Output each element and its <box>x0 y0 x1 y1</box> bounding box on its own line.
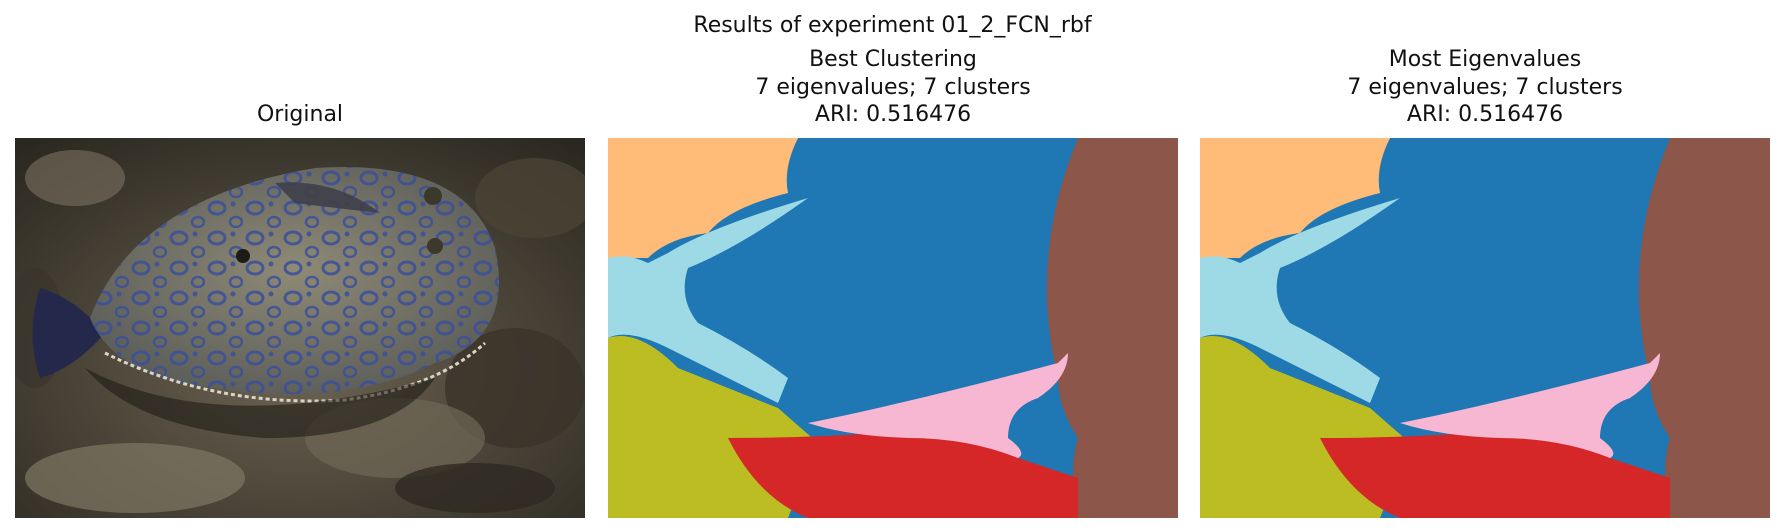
panel-most-eigenvalues: Most Eigenvalues 7 eigenvalues; 7 cluste… <box>1200 0 1770 532</box>
panel-title: Original <box>15 101 585 129</box>
panel-title-line: ARI: 0.516476 <box>1406 102 1564 127</box>
segmentation-image <box>608 138 1178 518</box>
flounder-photo <box>15 138 585 518</box>
panel-original: Original <box>15 0 585 532</box>
panel-title-line: ARI: 0.516476 <box>814 102 972 127</box>
cluster-map-best <box>608 138 1178 518</box>
panel-title: Best Clustering 7 eigenvalues; 7 cluster… <box>608 46 1178 129</box>
original-image <box>15 138 585 518</box>
segmentation-image <box>1200 138 1770 518</box>
figure-suptitle: Results of experiment 01_2_FCN_rbf <box>693 13 1092 38</box>
panel-title-line: Best Clustering <box>809 47 977 72</box>
cluster-map-most-eigenvalues <box>1200 138 1770 518</box>
panel-best-clustering: Best Clustering 7 eigenvalues; 7 cluster… <box>608 0 1178 532</box>
panel-title-line: 7 eigenvalues; 7 clusters <box>1347 74 1623 100</box>
panel-title-line: Original <box>256 102 344 127</box>
panel-title: Most Eigenvalues 7 eigenvalues; 7 cluste… <box>1200 46 1770 129</box>
panel-title-line: 7 eigenvalues; 7 clusters <box>755 74 1031 100</box>
panel-title-line: Most Eigenvalues <box>1388 47 1582 72</box>
